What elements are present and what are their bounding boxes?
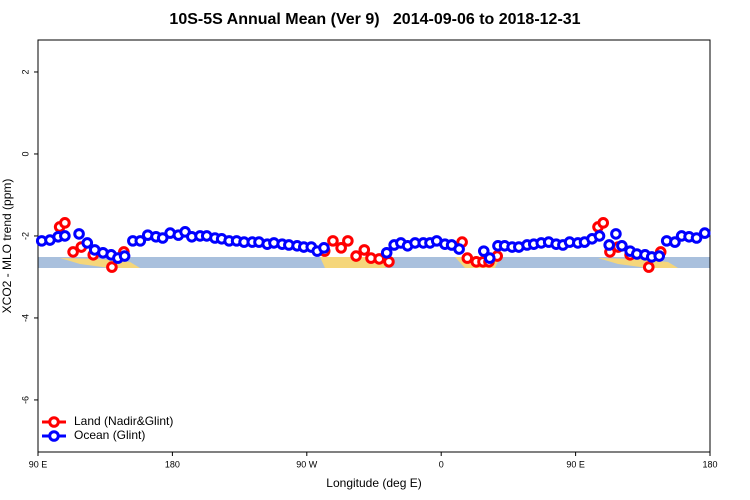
data-point: [616, 239, 628, 252]
data-point: [335, 242, 347, 254]
data-point: [461, 252, 474, 264]
data-point: [59, 230, 71, 242]
x-axis-label: Longitude (deg E): [326, 476, 421, 490]
x-tick-label: 180: [165, 459, 180, 469]
data-point: [483, 252, 496, 264]
data-point: [603, 239, 616, 251]
data-point: [698, 227, 711, 239]
data-point: [373, 253, 386, 265]
data-point: [380, 246, 393, 259]
data-point: [342, 235, 354, 247]
data-point: [318, 242, 330, 254]
y-axis-label: XCO2 - MLO trend (ppm): [0, 179, 14, 314]
legend-marker: [48, 416, 60, 428]
data-point: [134, 235, 147, 247]
data-point: [118, 250, 131, 262]
legend-marker: [48, 430, 60, 442]
data-point: [383, 255, 395, 268]
data-point: [59, 217, 71, 229]
chart-title: 10S-5S Annual Mean (Ver 9) 2014-09-06 to…: [169, 11, 580, 28]
x-tick-label: 180: [702, 459, 717, 469]
x-tick-label: 90 E: [566, 459, 585, 469]
data-point: [653, 250, 666, 262]
data-point: [350, 250, 362, 262]
data-point: [81, 237, 94, 249]
y-tick-label: -4: [20, 314, 30, 322]
y-tick-label: -2: [20, 232, 30, 240]
x-tick-label: 90 W: [296, 459, 318, 469]
data-point: [597, 217, 610, 229]
x-tick-label: 0: [439, 459, 444, 469]
plot-frame: [37, 39, 711, 453]
data-point: [477, 245, 490, 257]
legend-label: Ocean (Glint): [74, 428, 145, 442]
data-point: [690, 232, 703, 244]
data-point: [156, 232, 169, 244]
data-point: [453, 243, 465, 255]
data-point: [106, 261, 118, 273]
legend-label: Land (Nadir&Glint): [74, 414, 173, 428]
data-point: [610, 228, 622, 240]
data-point: [669, 236, 681, 248]
y-tick-label: 0: [20, 151, 30, 156]
data-point: [593, 230, 606, 242]
x-tick-label: 90 E: [29, 459, 48, 469]
data-point: [67, 246, 79, 258]
land-shape: [598, 258, 678, 268]
land-shape: [60, 258, 140, 268]
y-tick-label: -6: [20, 396, 30, 404]
data-point: [358, 244, 371, 256]
data-point: [642, 261, 655, 273]
data-point: [327, 235, 339, 247]
data-point: [73, 228, 85, 240]
y-tick-label: 2: [20, 69, 30, 74]
